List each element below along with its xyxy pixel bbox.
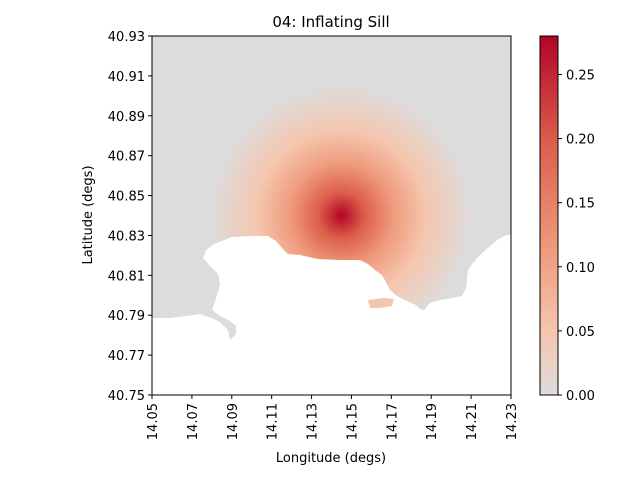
colorbar-tick-label: 0.00 (566, 389, 595, 404)
y-axis-label: Latitude (degs) (81, 165, 96, 264)
y-tick-label: 40.75 (108, 389, 145, 404)
x-axis-label: Longitude (degs) (276, 451, 386, 466)
x-tick-label: 14.23 (505, 403, 520, 440)
x-tick-label: 14.13 (306, 403, 321, 440)
plot-area (152, 36, 511, 395)
x-axis-ticks: 14.05 14.07 14.09 14.11 14.13 14.15 14.17 14.19… (146, 395, 520, 440)
y-tick-label: 40.83 (108, 229, 145, 244)
plot-frame (151, 35, 512, 396)
y-tick-label: 40.77 (108, 349, 145, 364)
colorbar-tick-label: 0.15 (566, 197, 595, 212)
x-tick-label: 14.15 (345, 403, 360, 440)
colorbar-tick-label: 0.05 (566, 325, 595, 340)
x-tick-label: 14.19 (425, 403, 440, 440)
y-axis-ticks: 40.75 40.77 40.79 40.81 40.83 40.85 40.87 40.89… (108, 30, 152, 404)
x-tick-label: 14.05 (146, 403, 161, 440)
colorbar-tick-label: 0.20 (566, 133, 595, 148)
colorbar-ticks: 0.00 0.05 0.10 0.15 0.20 0.25 (558, 68, 595, 404)
colorbar-tick-label: 0.25 (566, 68, 595, 83)
y-tick-label: 40.93 (108, 30, 145, 45)
y-tick-label: 40.89 (108, 110, 145, 125)
y-tick-label: 40.81 (108, 269, 145, 284)
y-tick-label: 40.85 (108, 190, 145, 205)
colorbar (539, 35, 559, 396)
x-tick-label: 14.21 (465, 403, 480, 440)
y-tick-label: 40.79 (108, 309, 145, 324)
x-tick-label: 14.07 (186, 403, 201, 440)
island-patch (368, 298, 394, 308)
x-tick-label: 14.11 (266, 403, 281, 440)
y-tick-label: 40.91 (108, 70, 145, 85)
y-tick-label: 40.87 (108, 150, 145, 165)
chart-title: 04: Inflating Sill (272, 13, 389, 31)
x-tick-label: 14.17 (385, 403, 400, 440)
x-tick-label: 14.09 (226, 403, 241, 440)
colorbar-tick-label: 0.10 (566, 261, 595, 276)
land-field (152, 36, 511, 340)
